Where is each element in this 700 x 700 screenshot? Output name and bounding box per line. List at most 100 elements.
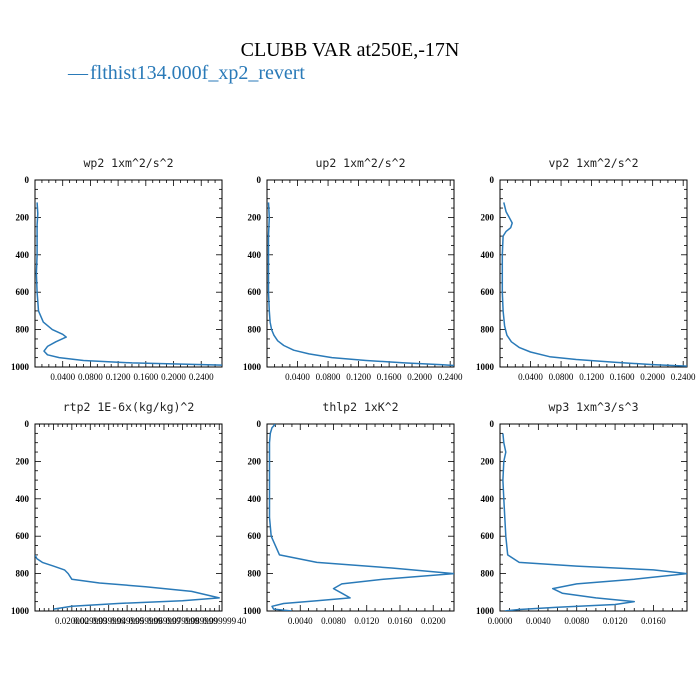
x-tick-label: 0.1600	[610, 372, 635, 382]
x-tick-label: 0.1200	[579, 372, 604, 382]
y-tick-label: 400	[16, 494, 30, 504]
y-tick-label: 1000	[476, 362, 495, 372]
plot-frame	[266, 423, 455, 612]
y-tick-label: 800	[248, 569, 262, 579]
panel-title: thlp2 1xK^2	[322, 400, 398, 414]
panel-title: wp2 1xm^2/s^2	[83, 156, 173, 170]
y-tick-label: 200	[16, 212, 30, 222]
x-tick-label: 0.0040	[526, 616, 551, 626]
y-tick-label: 1000	[243, 362, 262, 372]
x-tick-label: 0.0120	[603, 616, 628, 626]
plot-frame	[34, 423, 223, 612]
x-tick-label: 0.0080	[564, 616, 589, 626]
y-tick-label: 800	[248, 325, 262, 335]
y-tick-label: 0	[257, 175, 262, 185]
chart-panel: rtp2 1E-6x(kg/kg)^2 0 200 400 600 800 1000 0.02…	[11, 400, 247, 626]
y-tick-label: 1000	[11, 362, 30, 372]
x-tick-label: 0.0080	[321, 616, 346, 626]
y-tick-label: 0	[490, 419, 495, 429]
y-tick-label: 0	[490, 175, 495, 185]
y-tick-label: 800	[481, 325, 495, 335]
x-tick-label: 0.020000	[55, 616, 89, 626]
y-tick-label: 600	[16, 287, 30, 297]
x-tick-label: 0.0400	[518, 372, 543, 382]
plot-frame	[266, 179, 455, 368]
y-tick-label: 400	[481, 494, 495, 504]
y-tick-label: 600	[16, 531, 30, 541]
y-tick-label: 200	[481, 212, 495, 222]
y-tick-label: 400	[481, 250, 495, 260]
y-tick-label: 600	[248, 531, 262, 541]
series-line	[35, 202, 222, 366]
chart-panel: wp2 1xm^2/s^2 0 200 400 600 800 1000 0.0400 0.08…	[11, 156, 223, 382]
x-tick-label: 0.0200	[421, 616, 446, 626]
y-tick-label: 600	[248, 287, 262, 297]
series-line	[268, 424, 454, 611]
y-tick-label: 0	[25, 175, 30, 185]
x-tick-label: 0.069999	[147, 616, 181, 626]
x-tick-label: 0.0400	[285, 372, 310, 382]
series-line	[35, 554, 220, 610]
x-tick-label: 0.049999	[110, 616, 144, 626]
y-tick-label: 200	[16, 456, 30, 466]
figure-title: CLUBB VAR at250E,-17N	[241, 39, 460, 61]
x-tick-label: 0.0800	[549, 372, 574, 382]
x-tick-label: 0.1200	[106, 372, 131, 382]
x-tick-label: 0.039999	[92, 616, 126, 626]
y-tick-label: 200	[481, 456, 495, 466]
y-tick-label: 800	[16, 569, 30, 579]
x-tick-label: 0.0000	[488, 616, 513, 626]
x-tick-label: 0.0400	[50, 372, 75, 382]
series-line	[267, 202, 454, 367]
panel-title: vp2 1xm^2/s^2	[548, 156, 638, 170]
y-tick-label: 800	[481, 569, 495, 579]
legend-label: flthist134.000f_xp2_revert	[90, 62, 305, 84]
x-tick-label: 0.2400	[438, 372, 463, 382]
x-tick-label: 0.2400	[671, 372, 696, 382]
series-line	[501, 202, 687, 367]
chart-panel: up2 1xm^2/s^2 0 200 400 600 800 1000 0.0400 0.08…	[243, 156, 463, 382]
x-tick-label: 0.029999	[73, 616, 107, 626]
y-tick-label: 400	[16, 250, 30, 260]
panel-title: up2 1xm^2/s^2	[315, 156, 405, 170]
series-line	[502, 433, 687, 611]
x-tick-label: 0.1200	[346, 372, 371, 382]
x-tick-label: 0.0120	[354, 616, 379, 626]
legend-line-mark: —	[67, 62, 89, 84]
x-tick-label: 0.099999	[202, 616, 236, 626]
x-tick-label: 0.0800	[316, 372, 341, 382]
x-tick-label: 0.1600	[133, 372, 158, 382]
y-tick-label: 1000	[11, 606, 30, 616]
chart-panel: thlp2 1xK^2 0 200 400 600 800 1000 0.0040 0.0080…	[243, 400, 455, 626]
y-tick-label: 1000	[243, 606, 262, 616]
x-tick-label: 0.0040	[288, 616, 313, 626]
x-tick-label: 0.2000	[640, 372, 665, 382]
y-tick-label: 600	[481, 531, 495, 541]
panel-title: rtp2 1E-6x(kg/kg)^2	[63, 400, 195, 414]
legend: — flthist134.000f_xp2_revert	[67, 62, 305, 84]
y-tick-label: 200	[248, 456, 262, 466]
x-tick-label: 0.089999	[184, 616, 218, 626]
y-tick-label: 400	[248, 494, 262, 504]
y-tick-label: 600	[481, 287, 495, 297]
y-tick-label: 400	[248, 250, 262, 260]
y-tick-label: 1000	[476, 606, 495, 616]
x-tick-label: 0.0800	[78, 372, 103, 382]
x-tick-label: 0.079999	[166, 616, 200, 626]
y-tick-label: 200	[248, 212, 262, 222]
x-tick-label: 0.2400	[189, 372, 214, 382]
y-tick-label: 0	[257, 419, 262, 429]
x-tick-label: 0.2000	[407, 372, 432, 382]
x-tick-label: 0.2000	[161, 372, 186, 382]
x-tick-label: 0.0160	[641, 616, 666, 626]
x-tick-label: 0.059999	[129, 616, 163, 626]
plot-frame	[499, 179, 688, 368]
y-tick-label: 800	[16, 325, 30, 335]
panel-title: wp3 1xm^3/s^3	[548, 400, 638, 414]
x-tick-label-suffix: 40	[237, 616, 247, 626]
y-tick-label: 0	[25, 419, 30, 429]
x-tick-label: 0.1600	[377, 372, 402, 382]
